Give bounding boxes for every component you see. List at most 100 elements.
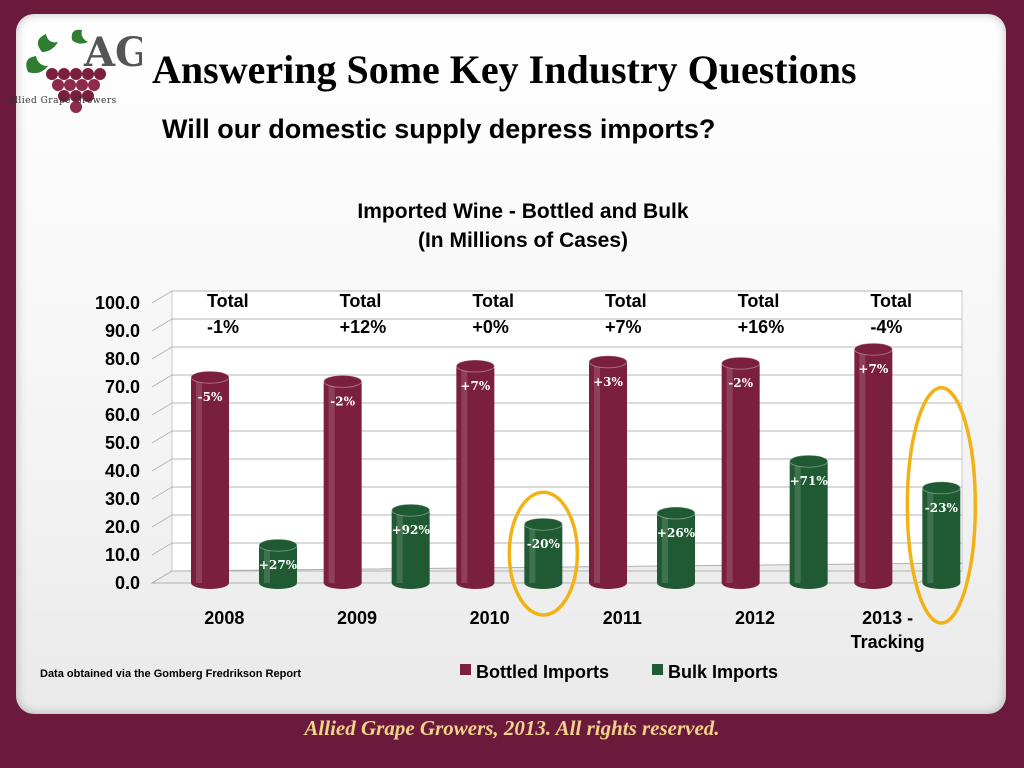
y-tick-label: 10.0 <box>105 545 140 565</box>
legend-label-bottled-imports: Bottled Imports <box>476 662 609 682</box>
gridline-side-3 <box>151 486 173 500</box>
source-note: Data obtained via the Gomberg Fredrikson… <box>40 668 301 680</box>
bar-shine <box>859 349 866 583</box>
y-tick-label: 70.0 <box>105 377 140 397</box>
bar-top <box>391 503 431 517</box>
x-tick-label-2013-tracking: 2013 -Tracking <box>851 608 925 652</box>
gridline-side-7 <box>151 374 173 388</box>
total-value-2013-tracking: -4% <box>870 317 902 337</box>
bar-top <box>656 506 696 520</box>
bar-bottled-imports-2011 <box>588 355 628 589</box>
bar-body <box>323 381 362 583</box>
total-value-2011: +7% <box>605 317 642 337</box>
footer-copyright: Allied Grape Growers, 2013. All rights r… <box>304 716 720 740</box>
bar-shine <box>594 361 600 583</box>
data-label-bulk-imports-2008: +27% <box>259 558 298 572</box>
gridline-side-2 <box>151 514 173 528</box>
bar-top <box>190 370 230 384</box>
bar-top <box>523 517 563 531</box>
bar-body <box>854 349 893 583</box>
bar-bottled-imports-2012 <box>721 356 761 589</box>
bar-body <box>524 524 563 583</box>
data-label-bulk-imports-2010: -20% <box>527 537 561 551</box>
bar-body <box>657 513 695 583</box>
bar-base <box>721 577 760 589</box>
bar-bottled-imports-2010 <box>455 359 495 589</box>
bar-base <box>589 577 627 589</box>
bar-top <box>721 356 761 370</box>
bar-shine <box>927 487 934 583</box>
total-label-2010: Total <box>472 291 514 311</box>
data-label-bulk-imports-2012: +71% <box>790 474 829 488</box>
bar-body <box>391 510 430 583</box>
page-title: Answering Some Key Industry Questions <box>152 47 857 92</box>
y-tick-label: 40.0 <box>105 461 140 481</box>
bars <box>190 342 961 589</box>
gridline-side-0 <box>151 570 173 584</box>
bar-body <box>191 377 229 583</box>
logo-letters: AGG <box>83 29 142 76</box>
bar-top <box>853 342 893 356</box>
bar-top <box>588 355 628 369</box>
gridline-side-4 <box>151 458 173 472</box>
gridline-side-5 <box>151 430 173 444</box>
chart-title: Imported Wine - Bottled and Bulk <box>357 200 688 223</box>
total-label-2011: Total <box>605 291 647 311</box>
legend-label-bulk-imports: Bulk Imports <box>668 662 778 682</box>
bar-bulk-imports-2010 <box>523 517 563 589</box>
bar-base <box>259 577 297 589</box>
x-axis: 2008 2009 2010 2011 2012 2013 -Tracking <box>204 608 924 652</box>
highlight-circles <box>507 386 978 625</box>
total-label-2009: Total <box>340 291 382 311</box>
y-tick-label: 30.0 <box>105 489 140 509</box>
highlight-circle-2010 <box>507 490 580 617</box>
data-label-bottled-imports-2013-tracking: +7% <box>858 362 888 376</box>
bar-base <box>391 577 430 589</box>
bar-base <box>854 577 893 589</box>
bar-bottled-imports-2013-tracking <box>853 342 893 589</box>
gridline-side-10 <box>151 290 173 304</box>
bar-bottled-imports-2009 <box>323 374 363 589</box>
y-axis: 0.0 10.0 20.0 30.0 40.0 50.0 60.0 70.0 80.0 90.0 1… <box>95 293 140 593</box>
bar-shine <box>662 513 668 583</box>
data-label-bottled-imports-2012: -2% <box>728 376 753 390</box>
bar-top <box>323 374 363 388</box>
highlight-circle-2013-tracking <box>905 386 978 625</box>
bar-shine <box>726 363 733 583</box>
bar-bulk-imports-2011 <box>656 506 696 589</box>
bar-body <box>456 366 495 583</box>
bar-body <box>721 363 760 583</box>
total-labels: Total -1% Total +12% Total +0% Total +7% Total +1… <box>207 291 912 337</box>
gridline-side-6 <box>151 402 173 416</box>
bar-bulk-imports-2008 <box>258 538 298 589</box>
total-label-2013-tracking: Total <box>870 291 912 311</box>
allied-grape-growers-logo: AGG <box>26 29 142 113</box>
total-label-2008: Total <box>207 291 249 311</box>
data-labels: -5% -2% +7% +3% -2% +7% +27% +92% -20% +26% +71% -2… <box>198 362 959 572</box>
bar-shine <box>794 461 801 583</box>
x-tick-label-2012: 2012 <box>735 608 775 628</box>
bar-base <box>191 577 229 589</box>
total-value-2012: +16% <box>738 317 785 337</box>
bar-shine <box>461 366 468 583</box>
bar-body <box>789 461 828 583</box>
data-label-bottled-imports-2011: +3% <box>593 375 623 389</box>
bar-body <box>922 487 961 583</box>
total-value-2009: +12% <box>340 317 387 337</box>
bar-base <box>323 577 362 589</box>
data-label-bottled-imports-2009: -2% <box>330 394 355 408</box>
bar-top <box>258 538 298 552</box>
data-label-bottled-imports-2010: +7% <box>460 379 490 393</box>
page-subtitle: Will our domestic supply depress imports… <box>162 114 716 144</box>
y-tick-label: 100.0 <box>95 293 140 313</box>
y-tick-label: 20.0 <box>105 517 140 537</box>
bar-base <box>524 577 563 589</box>
bar-shine <box>196 377 202 583</box>
gridline-side-9 <box>151 318 173 332</box>
bar-top <box>789 454 829 468</box>
y-tick-label: 80.0 <box>105 349 140 369</box>
bar-base <box>789 577 828 589</box>
y-tick-label: 90.0 <box>105 321 140 341</box>
legend: Bottled Imports Bulk Imports <box>460 662 778 682</box>
